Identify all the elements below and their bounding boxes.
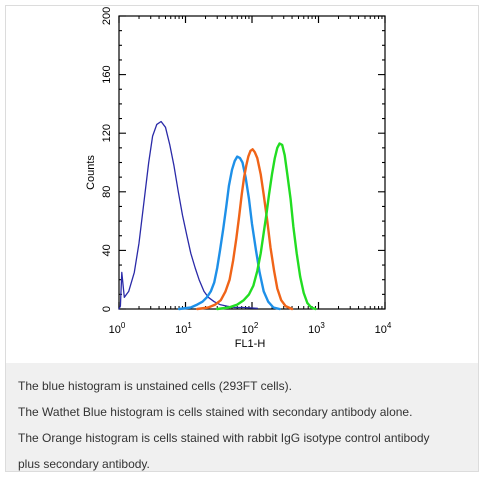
x-tick-label: 103 bbox=[308, 321, 325, 336]
y-axis-title: Counts bbox=[85, 155, 97, 190]
histogram-series-4 bbox=[216, 142, 317, 311]
x-tick-label: 104 bbox=[375, 321, 392, 336]
y-tick-label: 200 bbox=[101, 7, 113, 25]
y-tick-label: 120 bbox=[101, 124, 113, 142]
x-axis-title: FL1-H bbox=[235, 338, 266, 350]
x-tick-label: 100 bbox=[109, 321, 126, 336]
flow-cytometry-histogram: 100 101 102 103 104 0 40 80 120 160 200 FL1-H Counts bbox=[85, 7, 392, 350]
caption-line: The Wathet Blue histogram is cells stain… bbox=[18, 405, 413, 419]
histogram-series-1 bbox=[118, 120, 258, 310]
caption-line: plus secondary antibody. bbox=[18, 457, 150, 471]
y-tick-label: 40 bbox=[101, 244, 113, 256]
caption-line: The blue histogram is unstained cells (2… bbox=[18, 379, 292, 393]
histogram-series-2 bbox=[177, 155, 281, 311]
y-tick-label: 80 bbox=[101, 186, 113, 198]
figure-area: 100 101 102 103 104 0 40 80 120 160 200 FL1-H Counts bbox=[6, 6, 478, 361]
x-tick-label: 102 bbox=[242, 321, 259, 336]
caption-line: The Orange histogram is cells stained wi… bbox=[18, 431, 430, 445]
x-tick-label: 101 bbox=[175, 321, 192, 336]
figure-card: 100 101 102 103 104 0 40 80 120 160 200 FL1-H Counts… bbox=[5, 5, 479, 472]
histogram-series-3 bbox=[196, 148, 294, 311]
y-tick-label: 160 bbox=[101, 65, 113, 83]
y-tick-label: 0 bbox=[101, 306, 113, 312]
figure-caption: The blue histogram is unstained cells (2… bbox=[6, 363, 478, 471]
plot-frame bbox=[118, 15, 386, 310]
